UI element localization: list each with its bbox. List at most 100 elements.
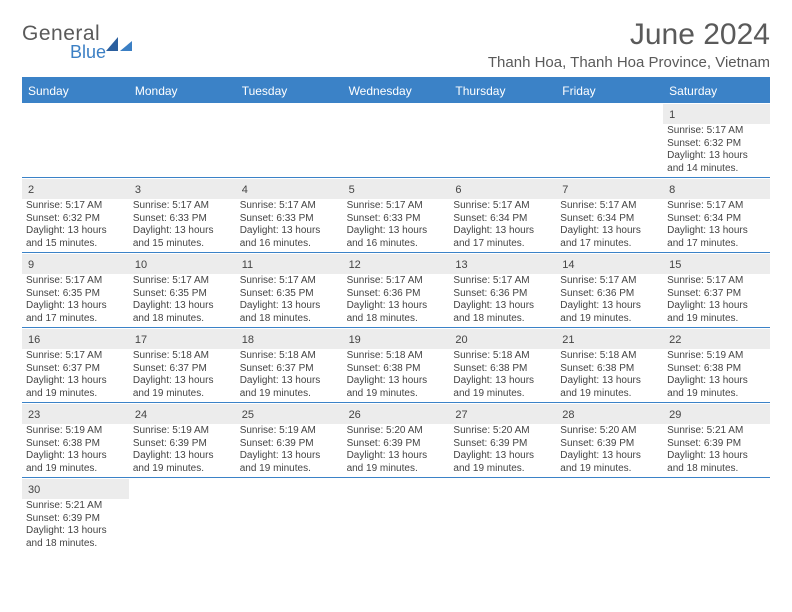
day-number-row: 18 [236, 329, 343, 349]
day-number: 21 [562, 334, 574, 346]
day-number-row: 29 [663, 404, 770, 424]
day-info: Sunrise: 5:18 AMSunset: 6:37 PMDaylight:… [240, 349, 341, 400]
month-title: June 2024 [488, 18, 770, 52]
day-number: 27 [455, 409, 467, 421]
day-number: 12 [349, 259, 361, 271]
day-cell: 25Sunrise: 5:19 AMSunset: 6:39 PMDayligh… [236, 403, 343, 477]
day-info: Sunrise: 5:19 AMSunset: 6:38 PMDaylight:… [26, 424, 127, 475]
day-number: 1 [669, 109, 675, 121]
day-info: Sunrise: 5:17 AMSunset: 6:32 PMDaylight:… [26, 199, 127, 250]
day-info: Sunrise: 5:17 AMSunset: 6:36 PMDaylight:… [560, 274, 661, 325]
day-cell-blank [556, 103, 663, 177]
day-number: 4 [242, 184, 248, 196]
day-header: Thursday [449, 79, 556, 103]
day-cell-blank [556, 478, 663, 552]
day-cell-blank [663, 478, 770, 552]
day-number: 8 [669, 184, 675, 196]
day-number: 5 [349, 184, 355, 196]
day-number-row: 6 [449, 179, 556, 199]
day-number-row: 30 [22, 479, 129, 499]
day-info: Sunrise: 5:21 AMSunset: 6:39 PMDaylight:… [667, 424, 768, 475]
logo: General Blue [22, 22, 134, 63]
day-info: Sunrise: 5:19 AMSunset: 6:38 PMDaylight:… [667, 349, 768, 400]
day-number-row: 9 [22, 254, 129, 274]
day-cell: 16Sunrise: 5:17 AMSunset: 6:37 PMDayligh… [22, 328, 129, 402]
day-cell: 18 Sunrise: 5:18 AMSunset: 6:37 PMDayligh… [236, 328, 343, 402]
day-cell-blank [449, 103, 556, 177]
calendar: SundayMondayTuesdayWednesdayThursdayFrid… [22, 77, 770, 552]
day-cell: 23 Sunrise: 5:19 AMSunset: 6:38 PMDayligh… [22, 403, 129, 477]
day-cell: 13Sunrise: 5:17 AMSunset: 6:36 PMDayligh… [449, 253, 556, 327]
day-number-row: 14 [556, 254, 663, 274]
day-number-row: 28 [556, 404, 663, 424]
day-number-row: 5 [343, 179, 450, 199]
day-header: Tuesday [236, 79, 343, 103]
day-number-row: 4 [236, 179, 343, 199]
day-info: Sunrise: 5:17 AMSunset: 6:36 PMDaylight:… [347, 274, 448, 325]
day-cell: 27Sunrise: 5:20 AMSunset: 6:39 PMDayligh… [449, 403, 556, 477]
day-info: Sunrise: 5:18 AMSunset: 6:38 PMDaylight:… [453, 349, 554, 400]
day-number: 13 [455, 259, 467, 271]
day-number-row: 22 [663, 329, 770, 349]
day-cell: 12 Sunrise: 5:17 AMSunset: 6:36 PMDayligh… [343, 253, 450, 327]
day-cell-blank [236, 478, 343, 552]
location-text: Thanh Hoa, Thanh Hoa Province, Vietnam [488, 54, 770, 71]
day-cell-blank [449, 478, 556, 552]
day-cell: 7Sunrise: 5:17 AMSunset: 6:34 PMDaylight… [556, 178, 663, 252]
day-cell: 5 Sunrise: 5:17 AMSunset: 6:33 PMDaylight… [343, 178, 450, 252]
day-cell-blank [129, 103, 236, 177]
day-info: Sunrise: 5:17 AMSunset: 6:35 PMDaylight:… [133, 274, 234, 325]
calendar-weeks: 1 Sunrise: 5:17 AMSunset: 6:32 PMDaylight… [22, 103, 770, 552]
calendar-week: 16Sunrise: 5:17 AMSunset: 6:37 PMDayligh… [22, 328, 770, 403]
day-info: Sunrise: 5:17 AMSunset: 6:37 PMDaylight:… [26, 349, 127, 400]
logo-text-blue: Blue [70, 42, 106, 63]
day-number: 28 [562, 409, 574, 421]
day-number-row: 23 [22, 404, 129, 424]
day-cell: 22Sunrise: 5:19 AMSunset: 6:38 PMDayligh… [663, 328, 770, 402]
day-cell-blank [236, 103, 343, 177]
day-info: Sunrise: 5:18 AMSunset: 6:37 PMDaylight:… [133, 349, 234, 400]
day-cell: 17 Sunrise: 5:18 AMSunset: 6:37 PMDayligh… [129, 328, 236, 402]
day-number-row: 8 [663, 179, 770, 199]
day-info: Sunrise: 5:17 AMSunset: 6:35 PMDaylight:… [26, 274, 127, 325]
day-cell: 8 Sunrise: 5:17 AMSunset: 6:34 PMDaylight… [663, 178, 770, 252]
day-cell: 21Sunrise: 5:18 AMSunset: 6:38 PMDayligh… [556, 328, 663, 402]
calendar-week: 9 Sunrise: 5:17 AMSunset: 6:35 PMDaylight… [22, 253, 770, 328]
day-number-row: 13 [449, 254, 556, 274]
day-cell: 29Sunrise: 5:21 AMSunset: 6:39 PMDayligh… [663, 403, 770, 477]
day-number: 9 [28, 259, 34, 271]
day-info: Sunrise: 5:17 AMSunset: 6:34 PMDaylight:… [667, 199, 768, 250]
day-cell: 26Sunrise: 5:20 AMSunset: 6:39 PMDayligh… [343, 403, 450, 477]
calendar-week: 2 Sunrise: 5:17 AMSunset: 6:32 PMDaylight… [22, 178, 770, 253]
calendar-week: 23 Sunrise: 5:19 AMSunset: 6:38 PMDayligh… [22, 403, 770, 478]
day-cell: 4Sunrise: 5:17 AMSunset: 6:33 PMDaylight… [236, 178, 343, 252]
day-number: 17 [135, 334, 147, 346]
title-block: June 2024 Thanh Hoa, Thanh Hoa Province,… [488, 18, 770, 71]
day-number: 14 [562, 259, 574, 271]
day-number: 18 [242, 334, 254, 346]
day-number: 11 [242, 259, 253, 271]
day-number-row: 19 [343, 329, 450, 349]
day-cell: 15Sunrise: 5:17 AMSunset: 6:37 PMDayligh… [663, 253, 770, 327]
day-cell: 20 Sunrise: 5:18 AMSunset: 6:38 PMDayligh… [449, 328, 556, 402]
day-number: 2 [28, 184, 34, 196]
day-cell: 14 Sunrise: 5:17 AMSunset: 6:36 PMDayligh… [556, 253, 663, 327]
day-number-row: 25 [236, 404, 343, 424]
day-number: 15 [669, 259, 681, 271]
day-info: Sunrise: 5:17 AMSunset: 6:34 PMDaylight:… [453, 199, 554, 250]
day-number: 23 [28, 409, 40, 421]
day-number-row: 24 [129, 404, 236, 424]
day-cell-blank [129, 478, 236, 552]
day-header: Monday [129, 79, 236, 103]
day-number: 20 [455, 334, 467, 346]
day-number-row: 7 [556, 179, 663, 199]
day-info: Sunrise: 5:20 AMSunset: 6:39 PMDaylight:… [560, 424, 661, 475]
day-info: Sunrise: 5:17 AMSunset: 6:33 PMDaylight:… [347, 199, 448, 250]
logo-sail-icon [104, 35, 134, 53]
day-info: Sunrise: 5:17 AMSunset: 6:32 PMDaylight:… [667, 124, 768, 175]
day-info: Sunrise: 5:17 AMSunset: 6:34 PMDaylight:… [560, 199, 661, 250]
day-cell: 9 Sunrise: 5:17 AMSunset: 6:35 PMDaylight… [22, 253, 129, 327]
day-header: Wednesday [343, 79, 450, 103]
day-number-row: 3 [129, 179, 236, 199]
calendar-week: 30Sunrise: 5:21 AMSunset: 6:39 PMDayligh… [22, 478, 770, 552]
